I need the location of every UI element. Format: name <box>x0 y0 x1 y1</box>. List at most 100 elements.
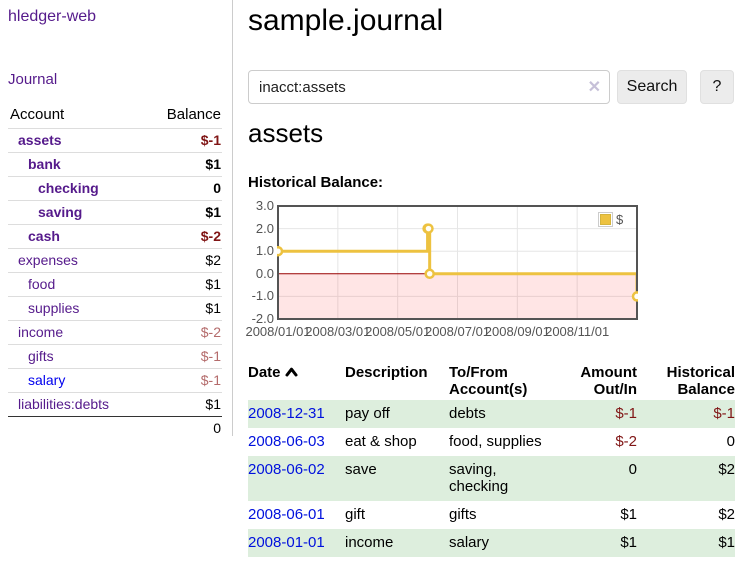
register-header-accounts: To/From Account(s) <box>449 364 528 398</box>
date-link[interactable]: 2008-06-02 <box>248 461 325 478</box>
x-axis-tick: 2008/09/01 <box>484 324 550 339</box>
register-balance-cell: $1 <box>718 534 735 551</box>
account-row: liabilities:debts $1 <box>8 392 222 417</box>
account-link-food[interactable]: food <box>28 276 56 292</box>
account-link-gifts[interactable]: gifts <box>28 348 54 364</box>
account-balance: $2 <box>144 248 222 273</box>
register-description-cell: gift <box>345 506 366 523</box>
y-axis-tick: -1.0 <box>251 288 274 304</box>
account-heading: assets <box>248 118 324 148</box>
y-axis-tick: 0.0 <box>255 265 274 281</box>
register-balance-cell: $2 <box>718 506 735 523</box>
account-link-assets[interactable]: assets <box>18 132 62 148</box>
register-date-cell: 2008-06-02 <box>248 456 345 501</box>
accounts-total-value: 0 <box>144 416 222 440</box>
account-row: food $1 <box>8 272 222 297</box>
account-balance: $1 <box>144 152 222 177</box>
register-header-amount: Amount Out/In <box>580 364 637 398</box>
legend-swatch-box <box>598 212 613 227</box>
y-axis-tick: 2.0 <box>255 220 274 236</box>
app-title-link[interactable]: hledger-web <box>8 8 97 25</box>
account-row: saving $1 <box>8 200 222 225</box>
register-amount-cell: $-1 <box>615 405 637 422</box>
register-balance-cell: $2 <box>718 461 735 478</box>
date-link[interactable]: 2008-12-31 <box>248 405 325 422</box>
register-description-cell: save <box>345 461 377 478</box>
account-row: bank $1 <box>8 152 222 177</box>
legend-label: $ <box>616 212 624 227</box>
search-input[interactable] <box>248 70 610 104</box>
register-amount-cell: $1 <box>620 534 637 551</box>
accounts-header-account: Account <box>10 106 65 123</box>
account-balance: $1 <box>144 272 222 297</box>
register-header-date[interactable]: Date <box>248 362 345 400</box>
register-balance-cell: $-1 <box>713 405 735 422</box>
account-row: cash $-2 <box>8 224 222 249</box>
register-description-cell: income <box>345 534 394 551</box>
accounts-total-row: 0 <box>8 416 222 440</box>
register-amount-cell: 0 <box>628 461 637 478</box>
account-row: gifts $-1 <box>8 344 222 369</box>
account-link-bank[interactable]: bank <box>28 156 61 172</box>
historical-balance-chart: $ 3.0 2.0 1.0 0.0 -1.0 -2.0 2008/01/01 2008/03/… <box>245 198 738 345</box>
register-accounts-cell: salary <box>449 534 490 551</box>
account-balance: $1 <box>144 200 222 225</box>
register-accounts-cell: saving, checking <box>449 461 509 495</box>
x-axis-tick: 2008/03/01 <box>305 324 371 339</box>
x-axis-tick: 2008/07/01 <box>424 324 491 339</box>
register-date-cell: 2008-06-03 <box>248 428 345 456</box>
account-row: assets $-1 <box>8 128 222 153</box>
table-row: 2008-06-03 eat & shop food, supplies $-2 0 <box>248 428 735 456</box>
register-accounts-cell: gifts <box>449 506 477 523</box>
account-row: supplies $1 <box>8 296 222 321</box>
legend-swatch-gold <box>600 214 611 225</box>
account-link-cash[interactable]: cash <box>28 228 60 244</box>
table-row: 2008-06-01 gift gifts $1 $2 <box>248 501 735 529</box>
y-axis-tick: 3.0 <box>255 198 274 213</box>
account-balance: 0 <box>144 176 222 201</box>
account-link-expenses[interactable]: expenses <box>18 252 78 268</box>
register-header-row: Date Description To/From Account(s) Amou… <box>248 362 735 400</box>
register-amount-cell: $-2 <box>615 433 637 450</box>
accounts-header-balance: Balance <box>166 106 221 123</box>
table-row: 2008-01-01 income salary $1 $1 <box>248 529 735 557</box>
register-balance-cell: 0 <box>726 433 735 450</box>
accounts-table-header: Account Balance <box>8 103 222 129</box>
register-date-cell: 2008-12-31 <box>248 400 345 428</box>
account-balance: $-1 <box>144 128 222 153</box>
date-link[interactable]: 2008-06-03 <box>248 433 325 450</box>
account-balance: $-1 <box>144 368 222 393</box>
account-row: expenses $2 <box>8 248 222 273</box>
x-axis-tick: 2008/05/01 <box>365 324 431 339</box>
register-header-description: Description <box>345 364 428 381</box>
clear-search-icon[interactable]: ✕ <box>587 79 601 96</box>
register-amount-cell: $1 <box>620 506 637 523</box>
search-button[interactable]: Search <box>617 70 687 104</box>
account-link-supplies[interactable]: supplies <box>28 300 80 316</box>
account-balance: $-2 <box>144 224 222 249</box>
date-link[interactable]: 2008-06-01 <box>248 506 325 523</box>
chart-title: Historical Balance: <box>248 174 384 191</box>
table-row: 2008-12-31 pay off debts $-1 $-1 <box>248 400 735 428</box>
sidebar-item-journal[interactable]: Journal <box>8 71 58 88</box>
date-link[interactable]: 2008-01-01 <box>248 534 325 551</box>
account-link-liabilities-debts[interactable]: liabilities:debts <box>18 396 110 412</box>
account-link-salary[interactable]: salary <box>28 372 66 388</box>
balance-chart-canvas <box>277 205 638 320</box>
account-row: income $-2 <box>8 320 222 345</box>
account-balance: $-1 <box>144 344 222 369</box>
account-link-income[interactable]: income <box>18 324 64 340</box>
account-link-saving[interactable]: saving <box>38 204 83 220</box>
sidebar: hledger-web Journal Account Balance asse… <box>0 0 233 440</box>
y-axis-tick: -2.0 <box>251 311 274 326</box>
account-balance: $1 <box>144 392 222 417</box>
register-description-cell: eat & shop <box>345 433 417 450</box>
register-header-balance: Historical Balance <box>666 364 735 398</box>
register-date-cell: 2008-06-01 <box>248 501 345 529</box>
x-axis-tick: 2008/11/01 <box>545 324 610 339</box>
help-button[interactable]: ? <box>700 70 734 104</box>
chart-legend: $ <box>598 212 623 227</box>
page-title: sample.journal <box>248 4 444 37</box>
account-link-checking[interactable]: checking <box>38 180 99 196</box>
